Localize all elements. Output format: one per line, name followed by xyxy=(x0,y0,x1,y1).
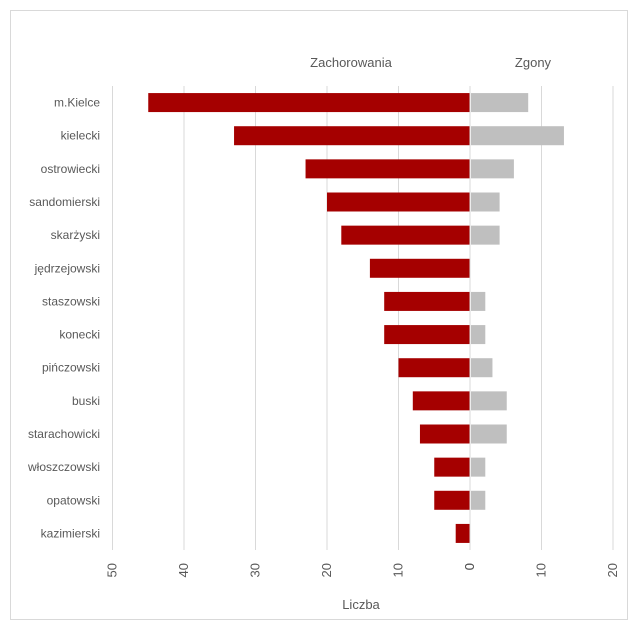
tick-label: 20 xyxy=(319,563,334,577)
bar-zachorowania xyxy=(384,291,470,311)
bar-zachorowania xyxy=(341,225,470,245)
category-labels: m.Kielce kielecki ostrowiecki sandomierski s… xyxy=(27,96,100,541)
category-label: m.Kielce xyxy=(54,96,100,110)
series-label-right: Zgony xyxy=(515,55,552,70)
category-label: jędrzejowski xyxy=(34,261,100,275)
tick-label: 40 xyxy=(176,563,191,577)
bar-zgony xyxy=(471,225,500,245)
bar-zachorowania xyxy=(327,192,470,212)
bar-zachorowania xyxy=(434,490,470,510)
tick-label: 20 xyxy=(605,563,620,577)
bar-zgony xyxy=(471,159,514,179)
bar-zachorowania xyxy=(412,391,470,411)
bar-zachorowania xyxy=(419,424,470,444)
bar-zgony xyxy=(471,93,529,113)
bar-zachorowania xyxy=(384,325,470,345)
bar-zachorowania xyxy=(434,457,470,477)
bar-zgony xyxy=(471,291,486,311)
tick-label: 0 xyxy=(462,563,477,570)
category-label: sandomierski xyxy=(29,195,100,209)
gridlines xyxy=(112,86,614,550)
series-label-left: Zachorowania xyxy=(310,55,392,70)
category-label: konecki xyxy=(59,328,100,342)
bar-zgony xyxy=(471,490,486,510)
bar-zgony xyxy=(471,192,500,212)
category-label: opatowski xyxy=(47,493,100,507)
bar-zachorowania xyxy=(369,258,470,278)
bar-zachorowania xyxy=(305,159,470,179)
bar-zgony xyxy=(471,391,507,411)
category-label: włoszczowski xyxy=(27,460,100,474)
tick-label: 10 xyxy=(534,563,549,577)
tick-labels: 50 40 30 20 10 00 10 20 xyxy=(105,563,621,577)
category-label: ostrowiecki xyxy=(41,162,100,176)
category-label: kielecki xyxy=(61,129,100,143)
bar-zgony xyxy=(471,358,493,378)
tick-label: 30 xyxy=(248,563,263,577)
bar-zgony xyxy=(471,424,507,444)
bar-zachorowania xyxy=(148,93,470,113)
bar-zachorowania xyxy=(398,358,470,378)
bar-zachorowania xyxy=(234,126,470,146)
category-label: buski xyxy=(72,394,100,408)
bar-zgony xyxy=(471,457,486,477)
tick-label: 50 xyxy=(105,563,120,577)
bar-zgony xyxy=(471,325,486,345)
bar-zgony xyxy=(471,126,564,146)
tick-label: 10 xyxy=(391,563,406,577)
x-axis-label: Liczba xyxy=(342,597,380,612)
tick-label: 0 xyxy=(462,563,477,570)
category-label: staszowski xyxy=(42,294,100,308)
bars xyxy=(148,86,564,550)
category-label: skarżyski xyxy=(51,228,100,242)
category-label: kazimierski xyxy=(41,526,100,540)
category-label: starachowicki xyxy=(28,427,100,441)
category-label: pińczowski xyxy=(42,361,100,375)
bar-zachorowania xyxy=(455,523,470,543)
